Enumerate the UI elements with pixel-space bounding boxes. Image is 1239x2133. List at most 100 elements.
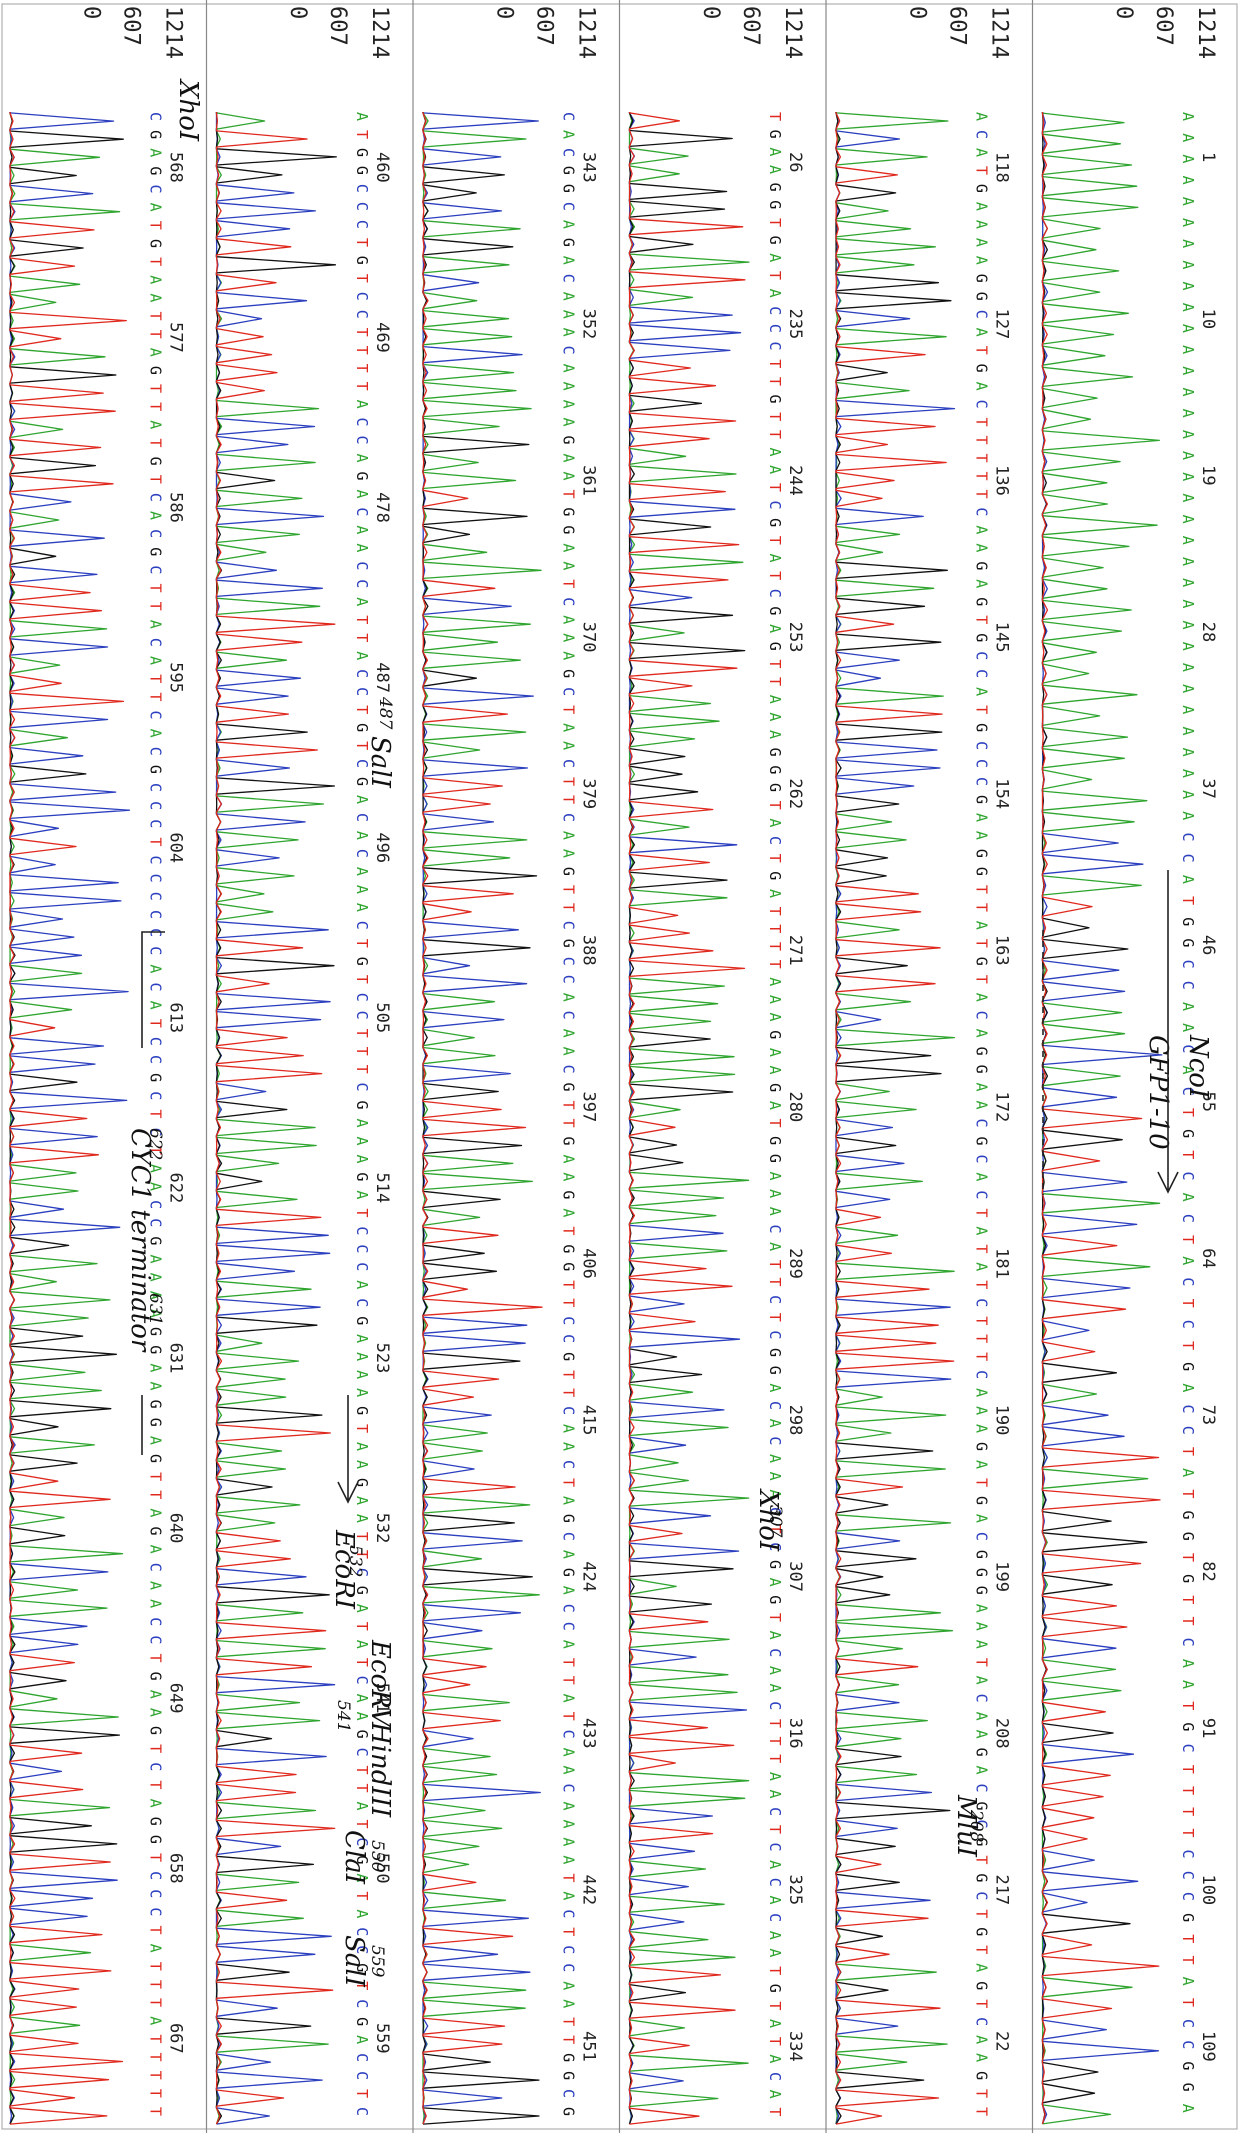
- base-call: G: [766, 1083, 784, 1092]
- base-call: A: [147, 1001, 165, 1010]
- base-call: T: [973, 885, 991, 894]
- base-call: A: [973, 1712, 991, 1721]
- base-call: A: [560, 471, 578, 480]
- base-call: A: [1179, 197, 1197, 206]
- base-call: T: [973, 1244, 991, 1253]
- y-tick-label: 1214: [987, 6, 1012, 59]
- position-label: 46: [1198, 935, 1218, 955]
- position-label: 658: [166, 1853, 186, 1884]
- position-label: 37: [1198, 778, 1218, 798]
- base-call: C: [766, 1507, 784, 1516]
- panel-5: 1214 607 0 460 469 478 487 496 505 514 523 532 541 55…: [215, 0, 414, 2133]
- base-call: T: [353, 1622, 371, 1631]
- base-call: C: [973, 1298, 991, 1307]
- base-call: A: [353, 1352, 371, 1361]
- base-call: A: [147, 203, 165, 212]
- base-call: T: [766, 1313, 784, 1322]
- note-xhoi: XhoI: [753, 1488, 783, 1552]
- position-label: 478: [372, 492, 392, 523]
- base-call: C: [353, 921, 371, 930]
- base-call: C: [1179, 854, 1197, 863]
- base-call: G: [147, 1454, 165, 1463]
- base-call: G: [1179, 1574, 1197, 1583]
- base-call: A: [973, 1172, 991, 1181]
- base-call: G: [353, 1855, 371, 1864]
- base-call: C: [147, 1563, 165, 1572]
- note-sali2-pos: 559: [367, 1945, 387, 1978]
- position-label: 505: [372, 1002, 392, 1033]
- base-call: T: [147, 1962, 165, 1971]
- base-call: A: [1179, 282, 1197, 291]
- base-call: A: [973, 256, 991, 265]
- position-label: 190: [992, 1405, 1012, 1436]
- base-call: C: [353, 2053, 371, 2062]
- base-call: A: [766, 1013, 784, 1022]
- base-call: A: [1179, 790, 1197, 799]
- base-call: C: [766, 306, 784, 315]
- base-call: G: [766, 1366, 784, 1375]
- base-call: T: [147, 221, 165, 230]
- base-call: A: [1179, 2104, 1197, 2113]
- base-call: A: [560, 364, 578, 373]
- base-call: G: [147, 1418, 165, 1427]
- base-call: A: [147, 1381, 165, 1390]
- base-call: A: [1179, 1002, 1197, 1011]
- base-call: A: [353, 489, 371, 498]
- base-call: T: [353, 1208, 371, 1217]
- base-call: G: [1179, 2061, 1197, 2070]
- base-call: T: [766, 2001, 784, 2010]
- base-call: T: [353, 705, 371, 714]
- base-call: T: [766, 854, 784, 863]
- base-call: G: [560, 2107, 578, 2116]
- base-call: T: [1179, 1595, 1197, 1604]
- base-call: T: [766, 536, 784, 545]
- base-call: A: [147, 1799, 165, 1808]
- base-call: G: [353, 166, 371, 175]
- base-call: C: [353, 561, 371, 570]
- base-call: A: [1179, 1468, 1197, 1477]
- position-label: 244: [785, 465, 805, 496]
- base-call: C: [560, 1963, 578, 1972]
- base-call: T: [560, 1370, 578, 1379]
- base-call: T: [353, 364, 371, 373]
- base-call: A: [560, 651, 578, 660]
- base-call: G: [766, 130, 784, 139]
- base-call: T: [1179, 1489, 1197, 1498]
- base-call: G: [560, 436, 578, 445]
- base-call: T: [560, 1676, 578, 1685]
- base-call: T: [973, 471, 991, 480]
- base-call: C: [353, 1011, 371, 1020]
- base-call: T: [353, 741, 371, 750]
- note-mlui-pos: 208: [966, 1809, 986, 1843]
- base-call: A: [766, 448, 784, 457]
- y-tick-label: 0: [492, 6, 517, 19]
- base-call: A: [766, 165, 784, 174]
- base-call: T: [1179, 1150, 1197, 1159]
- base-call: A: [1179, 748, 1197, 757]
- base-call: C: [353, 2107, 371, 2116]
- base-call: C: [1179, 832, 1197, 841]
- base-call: T: [1179, 1235, 1197, 1244]
- base-call: A: [766, 147, 784, 156]
- base-call: A: [973, 1029, 991, 1038]
- base-call: T: [973, 1280, 991, 1289]
- base-call: G: [353, 1586, 371, 1595]
- base-call: A: [353, 831, 371, 840]
- note-ncoi: NcoI: [1183, 1034, 1213, 1099]
- base-call: A: [766, 1948, 784, 1957]
- trace-G: [9, 112, 124, 2125]
- base-call: G: [353, 1316, 371, 1325]
- base-call: G: [766, 1136, 784, 1145]
- position-label: 55: [1198, 1092, 1218, 1112]
- base-call: C: [353, 1244, 371, 1253]
- position-label: 316: [785, 1718, 805, 1749]
- base-call: C: [353, 1568, 371, 1577]
- base-call: C: [766, 1701, 784, 1710]
- base-call: C: [147, 946, 165, 955]
- base-call: G: [973, 633, 991, 642]
- base-call: C: [353, 849, 371, 858]
- base-call: C: [973, 507, 991, 516]
- base-call: A: [560, 1172, 578, 1181]
- position-label: 343: [579, 152, 599, 183]
- base-call: T: [353, 939, 371, 948]
